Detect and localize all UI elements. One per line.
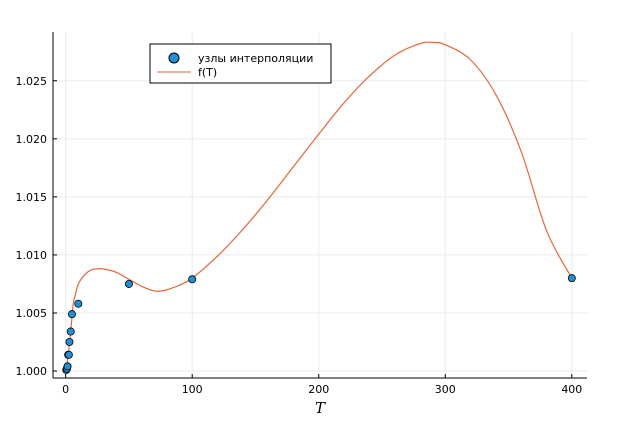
y-tick-label: 1.000 bbox=[16, 365, 48, 378]
legend-marker-nodes bbox=[168, 52, 180, 64]
data-point-node bbox=[63, 362, 72, 371]
data-point-node bbox=[567, 274, 576, 283]
grid bbox=[53, 32, 587, 378]
y-tick-label: 1.025 bbox=[16, 75, 48, 88]
data-point-node bbox=[66, 327, 75, 336]
x-tick-label: 300 bbox=[435, 383, 456, 396]
data-point-node bbox=[65, 338, 74, 347]
y-tick-label: 1.020 bbox=[16, 133, 48, 146]
legend-label-nodes: узлы интерполяции bbox=[198, 52, 313, 65]
data-point-node bbox=[188, 275, 197, 284]
data-point-node bbox=[74, 299, 83, 308]
ticks: 0 100 200 300 400 1.000 1.005 1.010 1.015 1.020 1.… bbox=[16, 75, 583, 396]
data-point-node bbox=[67, 310, 76, 319]
y-tick-label: 1.005 bbox=[16, 307, 48, 320]
data-point-node bbox=[124, 279, 133, 288]
legend: узлы интерполяции f(T) bbox=[149, 43, 332, 84]
x-tick-label: 0 bbox=[62, 383, 69, 396]
y-tick-label: 1.015 bbox=[16, 191, 48, 204]
series-line-f bbox=[65, 41, 573, 370]
x-tick-label: 200 bbox=[308, 383, 329, 396]
series-layer bbox=[62, 41, 576, 374]
y-tick-label: 1.010 bbox=[16, 249, 48, 262]
x-axis-title: T bbox=[315, 399, 326, 417]
data-point-node bbox=[64, 350, 73, 359]
legend-box bbox=[149, 43, 332, 84]
legend-label-f: f(T) bbox=[198, 66, 217, 79]
x-tick-label: 400 bbox=[561, 383, 582, 396]
axes bbox=[52, 32, 587, 379]
x-tick-label: 100 bbox=[182, 383, 203, 396]
